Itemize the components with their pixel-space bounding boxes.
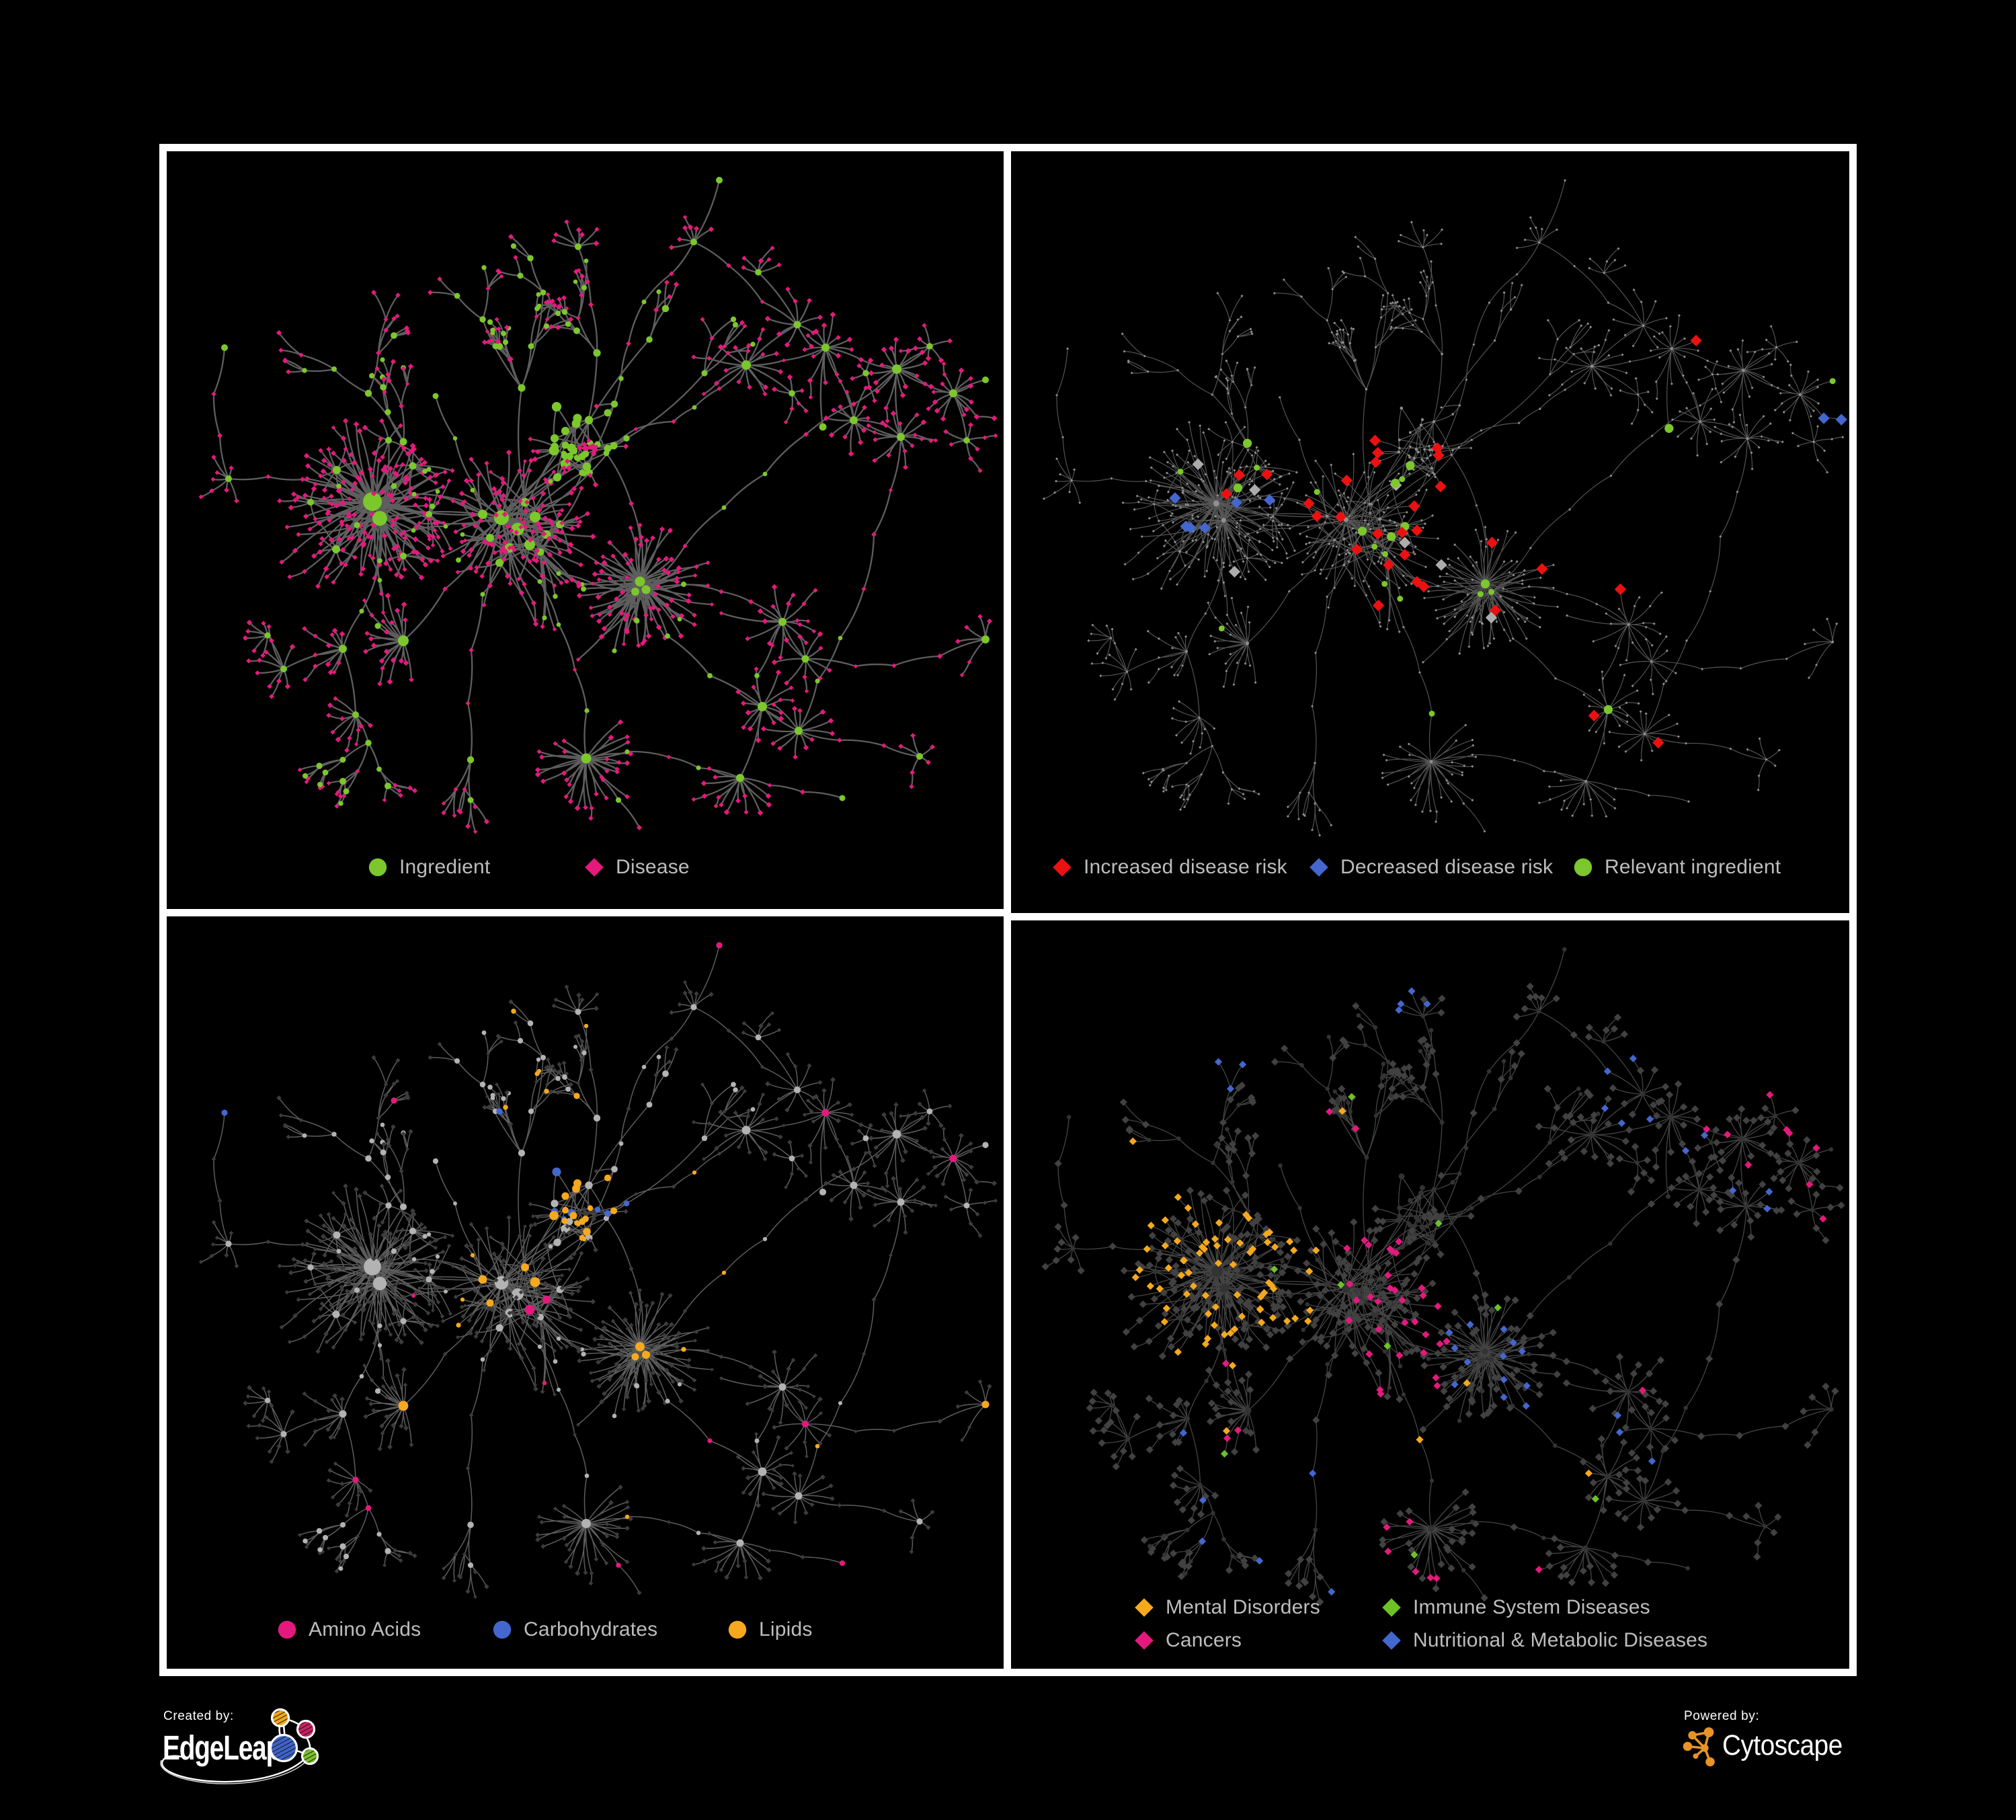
diamond-marker-icon: [1053, 858, 1072, 877]
diamond-marker-icon: [1135, 1631, 1154, 1650]
diamond-marker-icon: [1382, 1598, 1401, 1617]
legend-item-increased-disease-risk: Increased disease risk: [1053, 853, 1287, 882]
legend-item-mental-disorders: Mental Disorders: [1135, 1593, 1320, 1622]
cytoscape-node: [1701, 1744, 1709, 1752]
legend-label: Increased disease risk: [1084, 856, 1287, 878]
panel-ingredient-disease: [159, 144, 1011, 916]
edges-layer: [1043, 180, 1843, 836]
network-graph-nutrient-groups[interactable]: [167, 916, 1004, 1669]
diamond-marker-icon: [1382, 1631, 1401, 1650]
cytoscape-logo-mark: [1683, 1727, 1715, 1767]
legend-item-lipids: Lipids: [728, 1615, 813, 1645]
powered-by-label: Powered by:: [1684, 1709, 1760, 1723]
circle-marker-icon: [493, 1620, 512, 1639]
panel-nutrient-groups: [159, 909, 1011, 1676]
cytoscape-logo-nodes: [1683, 1727, 1715, 1767]
network-graph-disease-categories[interactable]: [1011, 920, 1849, 1669]
cytoscape-node: [1693, 1753, 1699, 1759]
legend-label: Amino Acids: [309, 1618, 421, 1640]
cytoscape-node: [1703, 1727, 1714, 1737]
panel-disease-risk: [1004, 144, 1857, 920]
highlight-nodes-layer: [221, 942, 990, 1568]
cytoscape-node: [1705, 1757, 1715, 1767]
nodes-layer: [198, 980, 998, 1599]
panel-disease-categories: [1004, 913, 1857, 1676]
edgeleap-swoosh-inner: [160, 1751, 314, 1784]
network-graph-ingredient-disease[interactable]: [167, 151, 1004, 909]
legend-label: Decreased disease risk: [1340, 856, 1554, 878]
legend-label: Lipids: [759, 1618, 813, 1640]
legend-label: Cancers: [1166, 1629, 1242, 1651]
edgeleap-logo-nodes: [270, 1708, 319, 1765]
edgeleap-logo-mark: [160, 1708, 319, 1784]
diamond-marker-icon: [1135, 1598, 1154, 1617]
legend-label: Relevant ingredient: [1605, 856, 1781, 878]
legend-item-carbohydrates: Carbohydrates: [493, 1615, 657, 1645]
edgeleap-logo-text: EdgeLeap: [163, 1729, 282, 1767]
edgeleap-node-blue-hatch: [270, 1734, 298, 1762]
circle-marker-icon: [368, 858, 387, 877]
diamond-marker-icon: [585, 858, 604, 877]
legend-label: Carbohydrates: [524, 1618, 658, 1640]
legend-item-amino-acids: Amino Acids: [278, 1615, 421, 1645]
legend-label: Mental Disorders: [1166, 1596, 1320, 1618]
edgeleap-node-magenta-hatch: [296, 1720, 315, 1739]
nodes-layer: [1041, 947, 1845, 1606]
cytoscape-node: [1683, 1741, 1693, 1751]
edgeleap-swoosh: [161, 1748, 313, 1783]
legend-item-nutritional-metabolic-diseases: Nutritional & Metabolic Diseases: [1382, 1626, 1707, 1655]
circle-marker-icon: [1574, 858, 1592, 877]
legend-label: Immune System Diseases: [1413, 1596, 1650, 1618]
network-graph-disease-risk[interactable]: [1011, 151, 1849, 913]
legend-label: Disease: [616, 856, 690, 878]
edgeleap-node-orange-hatch: [271, 1708, 290, 1727]
legend-item-ingredient: Ingredient: [368, 853, 490, 882]
edges-layer: [200, 179, 997, 833]
diamond-marker-icon: [1309, 858, 1328, 877]
created-by-label: Created by:: [163, 1709, 234, 1723]
circle-marker-icon: [278, 1620, 296, 1639]
cytoscape-logo-text: Cytoscape: [1722, 1729, 1843, 1762]
cytoscape-node: [1688, 1731, 1697, 1740]
edges-layer: [1045, 949, 1842, 1603]
circle-marker-icon: [728, 1620, 747, 1639]
legend-item-relevant-ingredient: Relevant ingredient: [1574, 853, 1781, 882]
legend-label: Nutritional & Metabolic Diseases: [1413, 1629, 1708, 1651]
edgeleap-node-green-hatch: [301, 1747, 319, 1765]
legend-item-cancers: Cancers: [1135, 1626, 1242, 1655]
legend-item-immune-system-diseases: Immune System Diseases: [1382, 1593, 1650, 1622]
edges-layer: [200, 945, 996, 1597]
legend-label: Ingredient: [399, 856, 491, 878]
legend-item-decreased-disease-risk: Decreased disease risk: [1309, 853, 1553, 882]
legend-item-disease: Disease: [585, 853, 690, 882]
highlight-nodes-layer: [1169, 334, 1847, 749]
